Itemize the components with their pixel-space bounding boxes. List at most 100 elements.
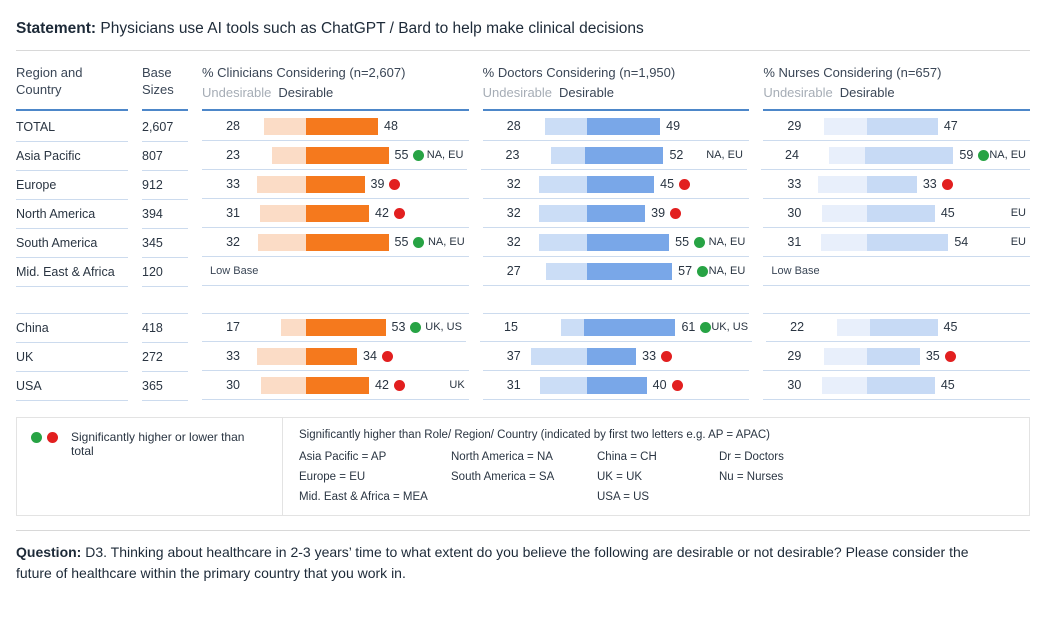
significantly-higher-dot: [978, 149, 990, 161]
chart-subheader: Undesirable Desirable: [763, 85, 1030, 102]
desirable-label: Desirable: [559, 84, 614, 100]
undesirable-bar: [259, 204, 306, 222]
question-text: D3. Thinking about healthcare in 2-3 yea…: [16, 543, 969, 582]
desirable-value: 55: [394, 235, 409, 250]
chart-title-doctors: % Doctors Considering (n=1,950): [482, 65, 676, 80]
legend-mapping-item: South America = SA: [451, 470, 555, 483]
significantly-lower-dot: [393, 207, 405, 219]
undesirable-bar-track: [248, 233, 306, 251]
legend-mapping-item: Dr = Doctors: [719, 450, 784, 463]
low-base-label: Low Base: [210, 265, 259, 278]
undesirable-value: 28: [506, 119, 521, 134]
chart-cell: 32 55 NA, EU: [202, 229, 469, 257]
desirable-bar: [306, 146, 389, 164]
statement: Statement: Physicians use AI tools such …: [16, 20, 1030, 38]
legend-mapping-section: Significantly higher than Role/ Region/ …: [283, 418, 1029, 515]
table-row: USA 365 30 42 UK 31 40 30 45: [16, 372, 1030, 401]
significantly-higher-dot: [413, 236, 425, 248]
undesirable-bar: [546, 262, 587, 280]
desirable-bar: [867, 347, 920, 365]
undesirable-bar-track: [248, 376, 306, 394]
undesirable-value: 29: [787, 119, 802, 134]
region-label: TOTAL: [16, 113, 128, 142]
undesirable-bar-track: [529, 117, 587, 135]
chart-cell: 17 53 UK, US: [202, 314, 466, 342]
table-header: Region and Country Base Sizes % Clinicia…: [16, 65, 1030, 111]
undesirable-bar: [264, 117, 306, 135]
legend: Significantly higher or lower than total…: [16, 416, 1030, 516]
significantly-higher-dot: [700, 321, 712, 333]
desirable-bar: [583, 318, 676, 336]
table-body: TOTAL 2,607 28 48 28 49 29 47 Asia Pacific 807 23 5…: [16, 113, 1030, 401]
desirable-value: 42: [375, 378, 389, 393]
undesirable-bar: [823, 347, 868, 365]
table-row: UK 272 33 34 37 33 29 35: [16, 343, 1030, 372]
red-dot-icon: [47, 431, 58, 443]
desirable-value: 45: [943, 320, 958, 335]
base-size: 272: [142, 343, 188, 372]
chart-cell: 31 54 EU: [763, 229, 1030, 257]
significance-note: UK, US: [711, 321, 749, 334]
undesirable-bar: [822, 376, 868, 394]
region-label: USA: [16, 372, 128, 401]
undesirable-bar-track: [526, 318, 584, 336]
chart-cell: 32 45: [482, 171, 750, 199]
undesirable-value: 24: [785, 148, 799, 163]
legend-mapping-column: Dr = Doctors Nu = Nurses: [719, 451, 784, 503]
undesirable-value: 30: [787, 378, 802, 393]
significantly-lower-dot: [671, 379, 683, 391]
desirable-bar: [306, 376, 369, 394]
desirable-bar: [867, 117, 938, 135]
gap-cell: [16, 287, 128, 314]
desirable-bar: [586, 233, 670, 251]
undesirable-bar: [540, 376, 587, 394]
undesirable-bar: [823, 117, 868, 135]
significantly-lower-dot: [389, 178, 401, 190]
chart-header-doctors: % Doctors Considering (n=1,950) Undesira…: [482, 65, 750, 111]
undesirable-bar-track: [248, 146, 306, 164]
legend-dots-note: Significantly higher or lower than total: [71, 429, 245, 458]
region-label: Europe: [16, 171, 128, 200]
chart-cell: 23 55 NA, EU: [202, 142, 468, 170]
undesirable-value: 29: [787, 349, 802, 364]
chart-cell: 29 47: [763, 113, 1030, 141]
base-size: 418: [142, 314, 188, 343]
undesirable-bar: [256, 347, 306, 365]
desirable-bar: [586, 175, 655, 193]
legend-mapping-column: Asia Pacific = AP Europe = EU Mid. East & …: [299, 451, 451, 503]
desirable-value: 45: [940, 378, 955, 393]
desirable-value: 53: [391, 320, 406, 335]
significantly-lower-dot: [393, 379, 405, 391]
desirable-value: 33: [642, 349, 657, 364]
undesirable-value: 33: [226, 349, 240, 364]
desirable-bar: [306, 175, 365, 193]
table-row: Europe 912 33 39 32 45 33 33: [16, 171, 1030, 200]
undesirable-bar: [817, 175, 868, 193]
undesirable-bar-track: [529, 376, 587, 394]
desirable-value: 57: [678, 264, 693, 279]
desirable-value: 55: [394, 148, 409, 163]
desirable-value: 47: [943, 119, 958, 134]
undesirable-label: Undesirable: [763, 84, 833, 100]
desirable-value: 49: [666, 119, 681, 134]
table-row: South America 345 32 55 NA, EU 32 55 NA, EU 31 54…: [16, 229, 1030, 258]
undesirable-bar-track: [529, 233, 587, 251]
legend-dots-section: Significantly higher or lower than total: [17, 417, 283, 515]
table-gap-row: [16, 287, 1030, 314]
undesirable-bar-track: [809, 233, 868, 251]
chart-cell: 23 52 NA, EU: [481, 142, 747, 170]
desirable-bar: [586, 376, 647, 394]
desirable-label: Desirable: [278, 84, 334, 100]
undesirable-bar-track: [529, 204, 587, 222]
undesirable-value: 31: [787, 235, 802, 250]
significantly-lower-dot: [661, 350, 673, 362]
desirable-bar: [585, 146, 664, 164]
desirable-value: 40: [652, 378, 667, 393]
chart-cell: 31 42: [202, 200, 469, 228]
table-row: Asia Pacific 807 23 55 NA, EU 23 52 NA, EU 24 59 N…: [16, 142, 1030, 171]
legend-mapping-column: North America = NA South America = SA: [451, 451, 597, 503]
desirable-bar: [306, 318, 386, 336]
chart-cell: 27 57 NA, EU: [482, 258, 750, 286]
undesirable-bar: [837, 318, 871, 336]
undesirable-value: 15: [504, 320, 518, 335]
